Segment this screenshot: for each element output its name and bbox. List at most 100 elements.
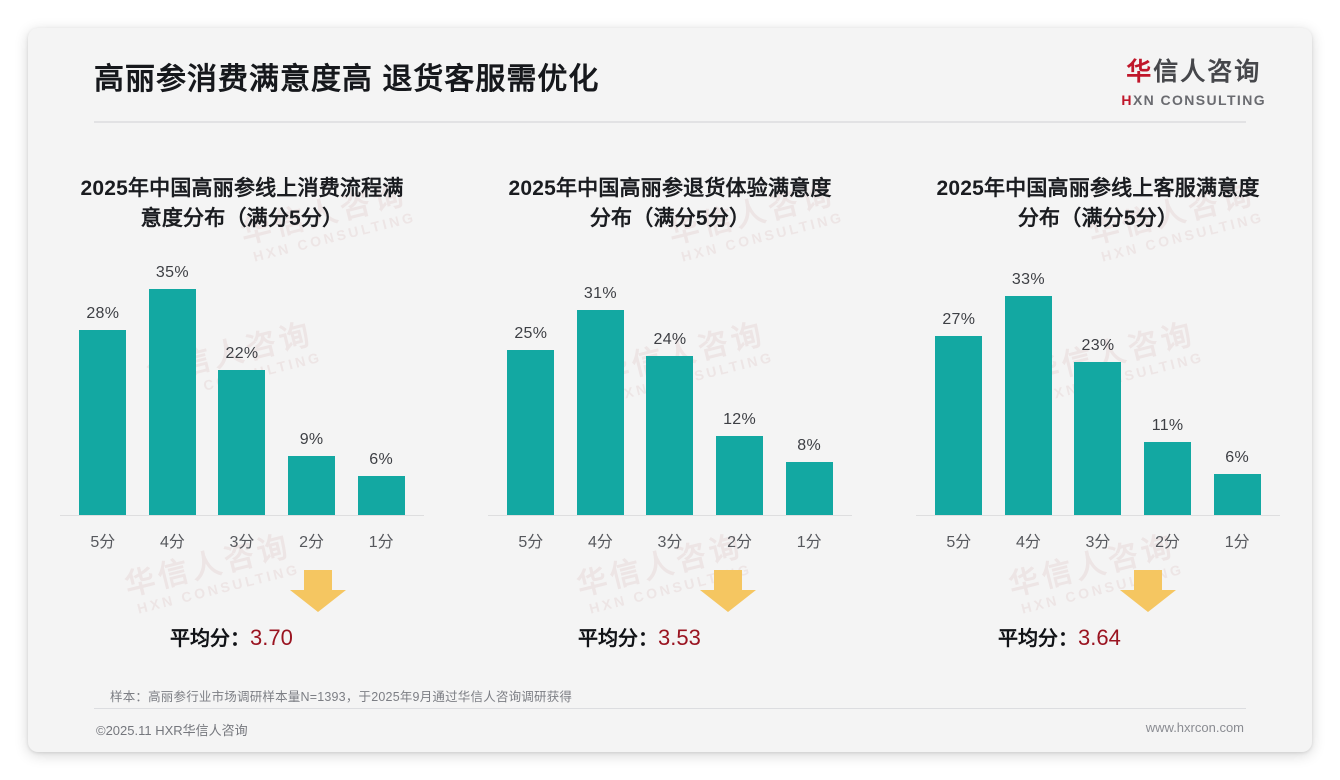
average-score-block: 平均分：3.53 — [470, 569, 870, 680]
bar-value-label: 24% — [653, 330, 687, 348]
average-score-text: 平均分：3.64 — [998, 622, 1121, 651]
bar-value-label: 8% — [797, 436, 822, 454]
bar-value-label: 27% — [942, 310, 976, 328]
x-axis-line — [60, 514, 424, 516]
x-axis-tick-labels: 5分 4分 3分 2分 1分 — [496, 516, 844, 552]
x-tick-label: 3分 — [229, 533, 255, 551]
bar-item: 8% — [774, 264, 844, 516]
bar — [357, 475, 405, 516]
slide-header: 高丽参消费满意度高 退货客服需优化 华信人咨询 HXN CONSULTING — [28, 28, 1312, 124]
charts-row: 2025年中国高丽参线上消费流程满意度分布（满分5分） 28% 35% 22% — [28, 146, 1312, 676]
source-note: 样本：高丽参行业市场调研样本量N=1393，于2025年9月通过华信人咨询调研获… — [110, 690, 573, 704]
bar-chart-plot: 27% 33% 23% 11% — [916, 264, 1280, 516]
bar-value-label: 6% — [1225, 448, 1250, 466]
chart-panel-consumption-flow: 2025年中国高丽参线上消费流程满意度分布（满分5分） 28% 35% 22% — [28, 146, 456, 676]
x-axis-line — [916, 514, 1280, 516]
chart-title: 2025年中国高丽参线上客服满意度分布（满分5分） — [936, 177, 1260, 230]
x-tick-label: 5分 — [518, 533, 544, 551]
bar-item: 6% — [346, 264, 416, 516]
bar-item: 9% — [277, 264, 347, 516]
bar-value-label: 33% — [1011, 270, 1045, 288]
x-tick-label: 3分 — [657, 533, 683, 551]
bar-item: 27% — [924, 264, 994, 516]
bar-item: 11% — [1133, 264, 1203, 516]
bar-value-label: 12% — [723, 410, 757, 428]
page-title: 高丽参消费满意度高 退货客服需优化 — [94, 63, 600, 96]
bar-chart-plot: 28% 35% 22% 9% — [60, 264, 424, 516]
down-arrow-icon — [1120, 569, 1176, 612]
brand-logo-en-first: H — [1121, 92, 1133, 108]
x-tick-label: 4分 — [159, 533, 185, 551]
brand-logo-en-rest: XN CONSULTING — [1132, 92, 1266, 108]
brand-logo-cn-rest: 信人咨询 — [1153, 58, 1262, 86]
bar — [1144, 441, 1192, 516]
x-tick-label: 1分 — [1224, 533, 1250, 551]
bar — [148, 288, 196, 516]
average-score-label: 平均分： — [170, 627, 250, 650]
bar-value-label: 22% — [225, 344, 259, 362]
x-tick-label: 4分 — [1015, 533, 1041, 551]
slide-canvas: 华信人咨询 HXN CONSULTING 华信人咨询 HXN CONSULTIN… — [28, 28, 1312, 752]
x-axis-tick-labels: 5分 4分 3分 2分 1分 — [924, 516, 1272, 552]
bar-item: 35% — [138, 264, 208, 516]
x-axis-line — [488, 514, 852, 516]
down-arrow-icon — [290, 569, 346, 612]
bar-value-label: 28% — [86, 304, 120, 322]
bar-item: 12% — [705, 264, 775, 516]
bar-group: 25% 31% 24% 12% — [496, 264, 844, 516]
x-tick-label: 2分 — [299, 533, 325, 551]
x-tick-label: 5分 — [946, 533, 972, 551]
bar — [218, 369, 266, 516]
bar — [79, 329, 127, 516]
bar-value-label: 31% — [583, 284, 617, 302]
down-arrow-icon — [700, 569, 756, 612]
brand-logo-cn: 华信人咨询 — [1121, 60, 1266, 85]
bar-value-label: 6% — [369, 450, 394, 468]
x-tick-label: 2分 — [1155, 533, 1181, 551]
x-tick-label: 5分 — [90, 533, 116, 551]
bar-item: 6% — [1202, 264, 1272, 516]
bar-value-label: 11% — [1151, 416, 1184, 434]
bar-value-label: 9% — [299, 430, 324, 448]
average-score-block: 平均分：3.64 — [898, 569, 1298, 680]
x-tick-label: 3分 — [1085, 533, 1111, 551]
bar — [288, 455, 336, 516]
bar — [646, 355, 694, 516]
chart-title: 2025年中国高丽参线上消费流程满意度分布（满分5分） — [80, 177, 404, 230]
bar-group: 27% 33% 23% 11% — [924, 264, 1272, 516]
brand-logo-en: HXN CONSULTING — [1121, 93, 1266, 107]
bar-chart-plot: 25% 31% 24% 12% — [488, 264, 852, 516]
chart-panel-customer-service: 2025年中国高丽参线上客服满意度分布（满分5分） 27% 33% 23% — [884, 146, 1312, 676]
website-url: www.hxrcon.com — [1145, 720, 1244, 735]
bar-value-label: 23% — [1081, 336, 1115, 354]
bar — [576, 309, 624, 516]
average-score-text: 平均分：3.53 — [578, 622, 701, 651]
chart-panel-return-experience: 2025年中国高丽参退货体验满意度分布（满分5分） 25% 31% 24% — [456, 146, 884, 676]
bar-item: 24% — [635, 264, 705, 516]
copyright-text: ©2025.11 HXR华信人咨询 — [96, 723, 248, 738]
bar — [935, 335, 983, 516]
bar — [1074, 361, 1122, 516]
bar-item: 28% — [68, 264, 138, 516]
bar-value-label: 35% — [155, 263, 189, 281]
average-score-value: 3.64 — [1078, 624, 1121, 650]
average-score-value: 3.53 — [658, 624, 701, 650]
bar — [507, 349, 555, 516]
x-tick-label: 1分 — [368, 533, 394, 551]
brand-logo-cn-first: 华 — [1126, 58, 1154, 86]
header-divider — [94, 121, 1246, 123]
bar-value-label: 25% — [514, 324, 548, 342]
bar — [1004, 295, 1052, 516]
bar-item: 31% — [566, 264, 636, 516]
average-score-label: 平均分： — [998, 627, 1078, 650]
x-axis-tick-labels: 5分 4分 3分 2分 1分 — [68, 516, 416, 552]
x-tick-label: 1分 — [796, 533, 822, 551]
slide-footer: ©2025.11 HXR华信人咨询 www.hxrcon.com — [28, 708, 1312, 752]
bar-item: 22% — [207, 264, 277, 516]
bar-group: 28% 35% 22% 9% — [68, 264, 416, 516]
footer-divider — [94, 708, 1246, 709]
average-score-value: 3.70 — [250, 624, 293, 650]
bar-item: 25% — [496, 264, 566, 516]
bar-item: 23% — [1063, 264, 1133, 516]
chart-title: 2025年中国高丽参退货体验满意度分布（满分5分） — [508, 177, 832, 230]
